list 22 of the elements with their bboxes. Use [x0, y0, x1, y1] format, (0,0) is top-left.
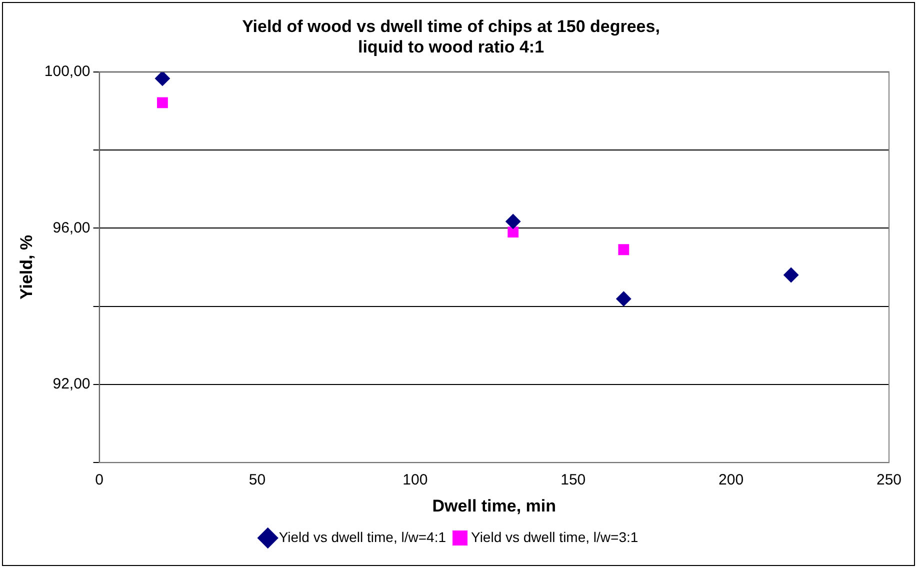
legend-label: Yield vs dwell time, l/w=3:1 [471, 528, 638, 545]
x-axis-title: Dwell time, min [432, 496, 556, 516]
x-tick-label: 0 [95, 472, 104, 489]
point [508, 226, 519, 238]
x-tick-label: 150 [560, 472, 586, 489]
y-axis-title: Yield, % [16, 234, 36, 300]
x-tick-label: 50 [248, 472, 266, 489]
text: liquid to wood ratio 4:1 [358, 37, 544, 56]
x-tick-label: 250 [876, 472, 902, 489]
y-tick-label: 96,00 [52, 219, 90, 236]
point [784, 268, 799, 283]
point [157, 97, 168, 108]
point [618, 244, 630, 256]
legend-label: Yield vs dwell time, l/w=4:1 [278, 528, 446, 545]
point [616, 291, 632, 306]
x-tick-label: 100 [402, 472, 428, 489]
y-tick-label: 100,00 [44, 62, 90, 80]
x-tick-label: 200 [718, 472, 744, 489]
point [154, 72, 170, 86]
point [506, 214, 521, 229]
text: Yield of wood vs dwell time of chips at 150 degrees, [242, 16, 660, 36]
y-tick-label: 92,00 [52, 376, 90, 393]
